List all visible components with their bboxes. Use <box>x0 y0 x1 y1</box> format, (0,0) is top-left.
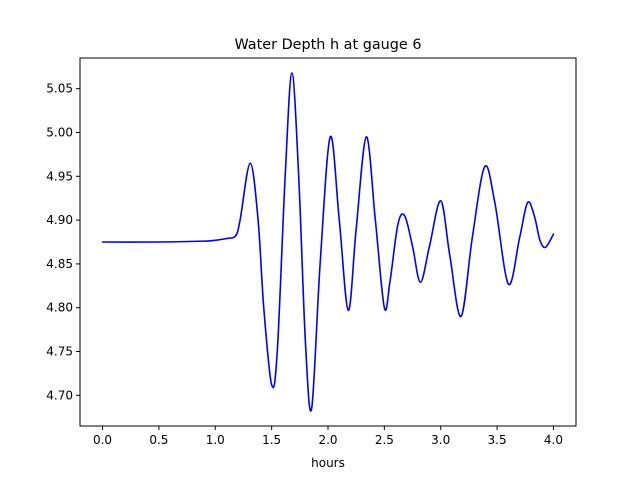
x-tick-label: 0.0 <box>93 433 112 447</box>
y-tick-label: 5.00 <box>46 125 73 139</box>
x-tick-label: 1.5 <box>262 433 281 447</box>
y-tick-label: 4.90 <box>46 213 73 227</box>
y-tick-label: 4.80 <box>46 301 73 315</box>
y-tick-label: 4.95 <box>46 169 73 183</box>
y-tick-label: 4.75 <box>46 345 73 359</box>
x-axis-label: hours <box>311 456 345 470</box>
y-tick-label: 4.85 <box>46 257 73 271</box>
x-tick-label: 3.5 <box>488 433 507 447</box>
ticks-layer: 0.0 0.5 1.0 1.5 2.0 2.5 3.0 3.5 4.0 4.70 4.75 4.80 4… <box>46 82 563 447</box>
x-tick-label: 0.5 <box>149 433 168 447</box>
x-tick-label: 2.5 <box>375 433 394 447</box>
y-tick-label: 4.70 <box>46 388 73 402</box>
x-tick-label: 3.0 <box>431 433 450 447</box>
x-tick-label: 2.0 <box>318 433 337 447</box>
plot-area-frame <box>79 57 577 427</box>
y-tick-label: 5.05 <box>46 82 73 96</box>
chart-title: Water Depth h at gauge 6 <box>234 37 421 53</box>
x-tick-label: 4.0 <box>544 433 563 447</box>
data-layer <box>101 72 555 412</box>
series-line <box>101 72 555 412</box>
x-tick-label: 1.0 <box>206 433 225 447</box>
